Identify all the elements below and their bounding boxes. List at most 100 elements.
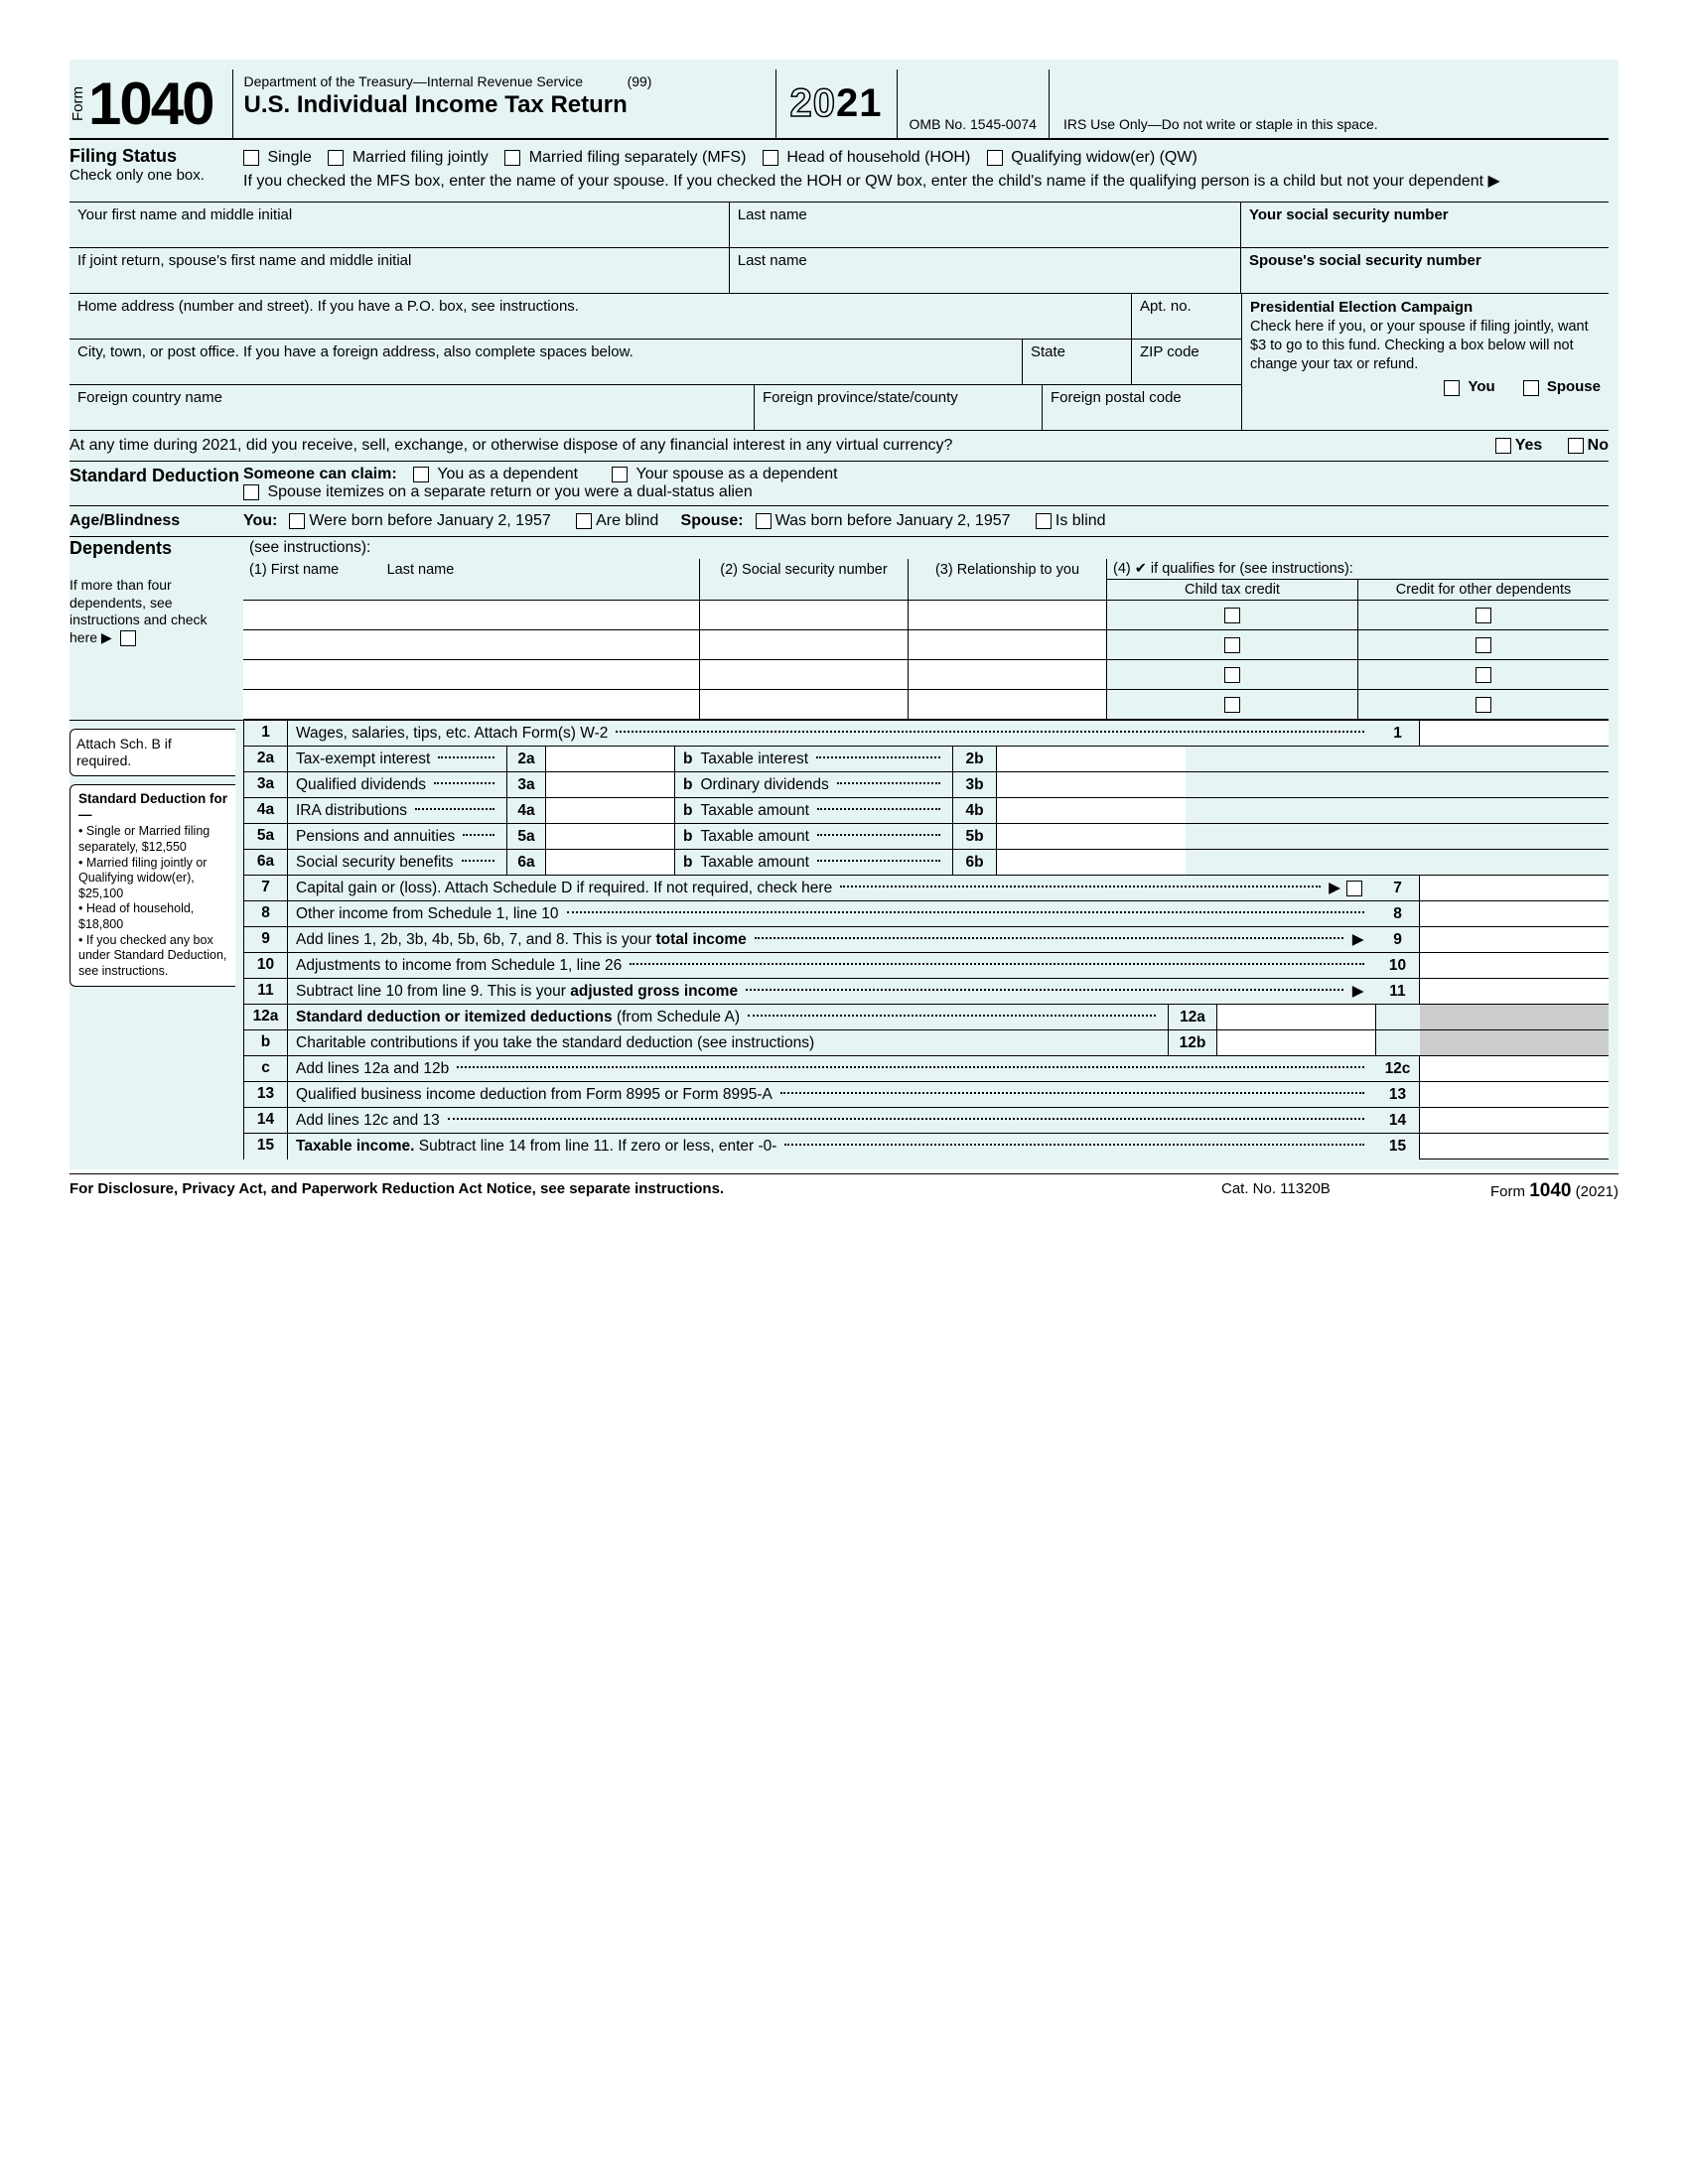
checkbox-spouse-itemizes[interactable] bbox=[243, 484, 259, 500]
checkbox-dep2-other[interactable] bbox=[1476, 637, 1491, 653]
line-3a-amount[interactable] bbox=[546, 772, 675, 797]
checkbox-more-dependents[interactable] bbox=[120, 630, 136, 646]
standard-deduction-section: Standard Deduction Someone can claim: Yo… bbox=[70, 462, 1609, 506]
line-4b-amount[interactable] bbox=[997, 798, 1186, 823]
line-14-amount[interactable] bbox=[1420, 1108, 1609, 1133]
line-12a: 12aStandard deduction or itemized deduct… bbox=[244, 1005, 1609, 1030]
line-9-amount[interactable] bbox=[1420, 927, 1609, 952]
city-field[interactable]: City, town, or post office. If you have … bbox=[70, 340, 1023, 384]
attach-sch-b-note: Attach Sch. B if required. bbox=[70, 729, 235, 776]
line-6a-amount[interactable] bbox=[546, 850, 675, 875]
first-name-field[interactable]: Your first name and middle initial bbox=[70, 203, 730, 247]
line-13: 13Qualified business income deduction fr… bbox=[244, 1082, 1609, 1108]
checkbox-dep1-ctc[interactable] bbox=[1224, 608, 1240, 623]
apt-field[interactable]: Apt. no. bbox=[1132, 294, 1241, 339]
checkbox-mfs[interactable] bbox=[504, 150, 520, 166]
form-number: 1040 bbox=[88, 69, 212, 138]
checkbox-spouse-dependent[interactable] bbox=[612, 467, 628, 482]
spouse-first-name-field[interactable]: If joint return, spouse's first name and… bbox=[70, 248, 730, 293]
line-14: 14Add lines 12c and 1314 bbox=[244, 1108, 1609, 1134]
dependents-section: Dependents If more than four dependents,… bbox=[70, 537, 1609, 720]
line-5a: 5aPensions and annuities5abTaxable amoun… bbox=[244, 824, 1609, 850]
dependent-row-2[interactable] bbox=[243, 630, 1609, 660]
filing-note: If you checked the MFS box, enter the na… bbox=[243, 173, 1500, 190]
age-blindness-section: Age/Blindness You: Were born before Janu… bbox=[70, 506, 1609, 537]
line-6a: 6aSocial security benefits6abTaxable amo… bbox=[244, 850, 1609, 876]
form-header: Form 1040 Department of the Treasury—Int… bbox=[70, 69, 1609, 140]
line-5a-amount[interactable] bbox=[546, 824, 675, 849]
line-7-amount[interactable] bbox=[1420, 876, 1609, 900]
checkbox-hoh[interactable] bbox=[763, 150, 778, 166]
checkbox-dep4-ctc[interactable] bbox=[1224, 697, 1240, 713]
checkbox-dep1-other[interactable] bbox=[1476, 608, 1491, 623]
line-10-amount[interactable] bbox=[1420, 953, 1609, 978]
checkbox-you-blind[interactable] bbox=[576, 513, 592, 529]
ssn-field[interactable]: Your social security number bbox=[1241, 203, 1609, 247]
dependent-row-3[interactable] bbox=[243, 660, 1609, 690]
line-10: 10Adjustments to income from Schedule 1,… bbox=[244, 953, 1609, 979]
checkbox-pec-you[interactable] bbox=[1444, 380, 1460, 396]
foreign-country-field[interactable]: Foreign country name bbox=[70, 385, 755, 430]
virtual-currency-question: At any time during 2021, did you receive… bbox=[70, 430, 1609, 462]
checkbox-dep3-ctc[interactable] bbox=[1224, 667, 1240, 683]
tax-year: 2021 bbox=[775, 69, 898, 138]
checkbox-dep3-other[interactable] bbox=[1476, 667, 1491, 683]
form-1040: Form 1040 Department of the Treasury—Int… bbox=[70, 60, 1618, 1169]
filing-status-section: Filing Status Check only one box. Single… bbox=[70, 140, 1609, 203]
line-2a: 2aTax-exempt interest2abTaxable interest… bbox=[244, 747, 1609, 772]
checkbox-dep2-ctc[interactable] bbox=[1224, 637, 1240, 653]
line-4a-amount[interactable] bbox=[546, 798, 675, 823]
checkbox-line7[interactable] bbox=[1346, 881, 1362, 896]
line-12b: bCharitable contributions if you take th… bbox=[244, 1030, 1609, 1056]
last-name-field[interactable]: Last name bbox=[730, 203, 1241, 247]
checkbox-vc-no[interactable] bbox=[1568, 438, 1584, 454]
checkbox-dep4-other[interactable] bbox=[1476, 697, 1491, 713]
line-5b-amount[interactable] bbox=[997, 824, 1186, 849]
dependent-row-1[interactable] bbox=[243, 601, 1609, 630]
line-15-amount[interactable] bbox=[1420, 1134, 1609, 1160]
line-12b-amount[interactable] bbox=[1217, 1030, 1376, 1055]
line-12c: cAdd lines 12a and 12b12c bbox=[244, 1056, 1609, 1082]
form-title: U.S. Individual Income Tax Return bbox=[243, 91, 774, 119]
line-6b-amount[interactable] bbox=[997, 850, 1186, 875]
foreign-postal-field[interactable]: Foreign postal code bbox=[1043, 385, 1241, 430]
line-11-amount[interactable] bbox=[1420, 979, 1609, 1004]
foreign-province-field[interactable]: Foreign province/state/county bbox=[755, 385, 1043, 430]
income-section: Attach Sch. B if required. Standard Dedu… bbox=[70, 720, 1609, 1160]
line-8-amount[interactable] bbox=[1420, 901, 1609, 926]
state-field[interactable]: State bbox=[1023, 340, 1132, 384]
dependent-row-4[interactable] bbox=[243, 690, 1609, 720]
line-12a-amount[interactable] bbox=[1217, 1005, 1376, 1029]
omb-number: OMB No. 1545-0074 bbox=[898, 69, 1049, 138]
line-3b-amount[interactable] bbox=[997, 772, 1186, 797]
checkbox-mfj[interactable] bbox=[328, 150, 344, 166]
checkbox-single[interactable] bbox=[243, 150, 259, 166]
line-8: 8Other income from Schedule 1, line 108 bbox=[244, 901, 1609, 927]
line-1-amount[interactable] bbox=[1420, 721, 1609, 746]
form-code: (99) bbox=[628, 73, 652, 89]
checkbox-qw[interactable] bbox=[987, 150, 1003, 166]
checkbox-spouse-blind[interactable] bbox=[1036, 513, 1052, 529]
filing-status-subtitle: Check only one box. bbox=[70, 167, 205, 184]
form-footer: For Disclosure, Privacy Act, and Paperwo… bbox=[70, 1173, 1618, 1202]
checkbox-you-born[interactable] bbox=[289, 513, 305, 529]
checkbox-spouse-born[interactable] bbox=[756, 513, 772, 529]
line-2b-amount[interactable] bbox=[997, 747, 1186, 771]
checkbox-vc-yes[interactable] bbox=[1495, 438, 1511, 454]
checkbox-you-dependent[interactable] bbox=[413, 467, 429, 482]
line-12c-amount[interactable] bbox=[1420, 1056, 1609, 1081]
filing-status-title: Filing Status bbox=[70, 146, 177, 166]
line-1: 1 Wages, salaries, tips, etc. Attach For… bbox=[244, 721, 1609, 747]
spouse-name-row: If joint return, spouse's first name and… bbox=[70, 248, 1609, 294]
dept-line: Department of the Treasury—Internal Reve… bbox=[243, 73, 583, 89]
line-3a: 3aQualified dividends3abOrdinary dividen… bbox=[244, 772, 1609, 798]
zip-field[interactable]: ZIP code bbox=[1132, 340, 1241, 384]
spouse-last-name-field[interactable]: Last name bbox=[730, 248, 1241, 293]
line-7: 7Capital gain or (loss). Attach Schedule… bbox=[244, 876, 1609, 901]
spouse-ssn-field[interactable]: Spouse's social security number bbox=[1241, 248, 1609, 293]
line-2a-amount[interactable] bbox=[546, 747, 675, 771]
line-13-amount[interactable] bbox=[1420, 1082, 1609, 1107]
checkbox-pec-spouse[interactable] bbox=[1523, 380, 1539, 396]
standard-deduction-note: Standard Deduction for— • Single or Marr… bbox=[70, 784, 235, 987]
home-address-field[interactable]: Home address (number and street). If you… bbox=[70, 294, 1132, 339]
